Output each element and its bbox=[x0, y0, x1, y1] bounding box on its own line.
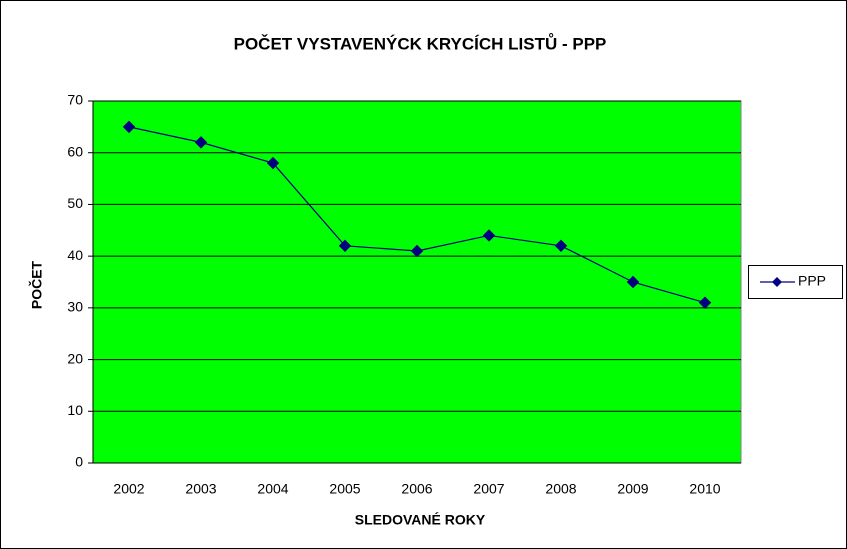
point-marker bbox=[266, 156, 280, 170]
x-tick-label: 2008 bbox=[545, 481, 576, 497]
point-marker bbox=[338, 239, 352, 253]
x-tick-label: 2006 bbox=[401, 481, 432, 497]
x-axis-label: SLEDOVANÉ ROKY bbox=[355, 512, 486, 528]
legend-marker bbox=[772, 277, 782, 287]
x-tick-label: 2004 bbox=[257, 481, 288, 497]
x-tick-label: 2009 bbox=[617, 481, 648, 497]
x-tick-label: 2003 bbox=[185, 481, 216, 497]
y-tick-label: 70 bbox=[67, 92, 83, 108]
point-marker bbox=[626, 275, 640, 289]
point-marker bbox=[482, 229, 496, 242]
y-tick-label: 10 bbox=[67, 402, 83, 418]
x-tick-label: 2005 bbox=[329, 481, 360, 497]
point-marker bbox=[698, 296, 712, 309]
x-tick-label: 2010 bbox=[689, 481, 720, 497]
point-marker bbox=[410, 244, 424, 258]
legend-label: PPP bbox=[798, 273, 826, 289]
point-marker bbox=[122, 120, 136, 134]
x-tick-label: 2002 bbox=[113, 481, 144, 497]
y-tick-label: 40 bbox=[67, 247, 83, 263]
y-tick-label: 60 bbox=[67, 143, 83, 159]
point-marker bbox=[554, 239, 568, 253]
y-tick-label: 30 bbox=[67, 299, 83, 315]
chart-title: POČET VYSTAVENÝCK KRYCÍCH LISTŮ - PPP bbox=[234, 33, 607, 53]
point-marker bbox=[194, 136, 208, 149]
y-axis-label: POČET bbox=[28, 260, 45, 309]
plot-area bbox=[92, 100, 742, 464]
y-tick-label: 0 bbox=[75, 454, 83, 470]
y-tick-label: 20 bbox=[67, 350, 83, 366]
x-tick-label: 2007 bbox=[473, 481, 504, 497]
y-tick-label: 50 bbox=[67, 195, 83, 211]
